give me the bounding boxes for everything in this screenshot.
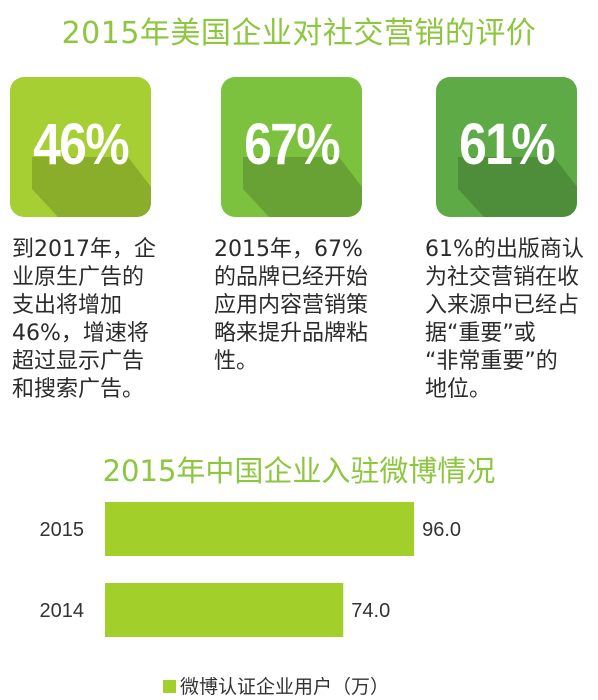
desc-line: “非常重要”的 [425,349,558,374]
stat-card-1: 46% [10,77,151,217]
category-label-2015: 2015 [40,519,85,541]
value-label-2014: 74.0 [351,600,390,622]
stat-value-2: 67% [244,112,340,177]
legend-label: 微博认证企业用户（万） [180,676,389,698]
desc-line: 性。 [214,349,259,374]
stat-value-3: 61% [459,112,555,177]
desc-line: 到2017年，企 [12,237,156,262]
bar-2014 [105,583,344,637]
desc-line: 入来源中已经占 [425,293,580,318]
card-long-shadow [32,157,151,217]
desc-line: 应用内容营销策 [214,293,369,318]
stat-desc-2: 2015年，67% 的品牌已经开始 应用内容营销策 略来提升品牌粘 性。 [214,236,368,376]
chart-title: 2015年中国企业入驻微博情况 [102,454,496,488]
desc-line: 为社交营销在收 [425,265,580,290]
desc-line: 46%，增速将 [12,321,149,346]
value-label-2015: 96.0 [422,519,461,541]
stat-desc-1: 到2017年，企 业原生广告的 支出将增加 46%，增速将 超过显示广告 和搜索… [12,236,156,404]
desc-line: 地位。 [425,377,492,402]
desc-line: 61%的出版商认 [425,237,584,262]
card-long-shadow [243,157,362,217]
stat-card-2: 67% [221,77,362,217]
card-long-shadow [458,157,577,217]
top-title: 2015年美国企业对社交营销的评价 [61,16,537,51]
desc-line: 业原生广告的 [12,265,145,290]
desc-line: 略来提升品牌粘 [214,321,369,346]
desc-line: 2015年，67% [214,237,363,262]
stat-card-3: 61% [436,77,577,217]
desc-line: 超过显示广告 [12,349,145,374]
card-shadow [32,157,151,217]
stat-desc-3: 61%的出版商认 为社交营销在收 入来源中已经占 据“重要”或 “非常重要”的 … [425,236,584,404]
desc-line: 和搜索广告。 [12,377,145,402]
desc-line: 据“重要”或 [425,321,536,346]
desc-line: 的品牌已经开始 [214,265,369,290]
desc-line: 支出将增加 [12,293,123,318]
bar-2015 [105,502,415,556]
card-shadow [243,157,362,217]
card-shadow [458,157,577,217]
legend-swatch [163,680,176,693]
stat-value-1: 46% [33,112,129,177]
category-label-2014: 2014 [40,600,85,622]
bar-chart: 2015 96.0 2014 74.0 微博认证企业用户（万） [40,502,461,698]
